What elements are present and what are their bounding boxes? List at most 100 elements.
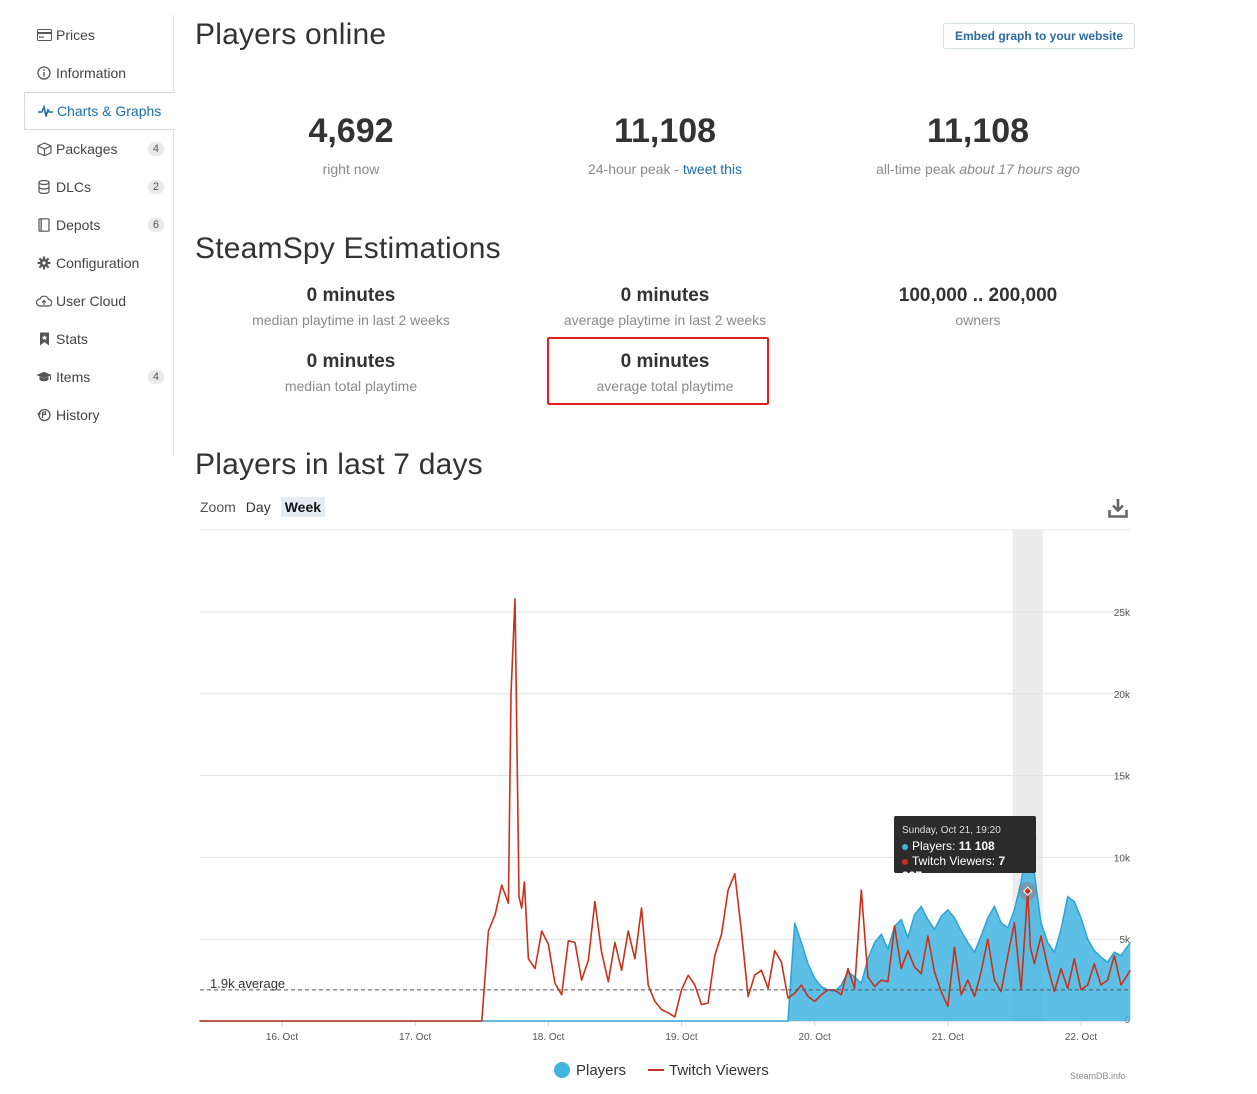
sidebar-item-depots[interactable]: Depots 6 — [24, 206, 174, 244]
pulse-chart-icon — [37, 103, 53, 119]
embed-graph-button[interactable]: Embed graph to your website — [943, 23, 1135, 49]
sidebar-item-label: Information — [56, 65, 127, 81]
y-tick-label: 10k — [1114, 853, 1131, 864]
estimation-value: 0 minutes — [306, 351, 396, 372]
estimation-value: 0 minutes — [620, 351, 710, 372]
legend-players[interactable]: Players — [553, 1061, 626, 1079]
players-legend-icon — [554, 1062, 570, 1078]
sidebar-item-label: User Cloud — [56, 293, 127, 309]
credit-card-icon — [36, 27, 52, 43]
box-icon — [36, 141, 52, 157]
x-tick-label: 20. Oct — [799, 1032, 831, 1043]
stat-right-now: 4,692 right now — [201, 112, 501, 177]
zoom-label: Zoom — [200, 499, 236, 515]
y-tick-label: 25k — [1114, 608, 1131, 619]
sidebar-item-configuration[interactable]: Configuration — [24, 244, 174, 282]
estimation-value: 0 minutes — [620, 285, 710, 306]
average-label: 1.9k average — [210, 976, 286, 991]
database-icon — [36, 179, 52, 195]
sidebar-nav: Prices Information Charts & Graphs Packa… — [24, 15, 175, 455]
cloud-upload-icon — [36, 293, 52, 309]
twitch-legend-icon — [648, 1069, 664, 1071]
sidebar-item-user-cloud[interactable]: User Cloud — [24, 282, 174, 320]
stat-label: 24-hour peak - tweet this — [515, 161, 815, 177]
stat-label-text: 24-hour peak - — [587, 161, 683, 177]
stat-value: 11,108 — [613, 112, 717, 150]
tooltip-twitch-label: Twitch Viewers: — [912, 854, 999, 868]
download-icon[interactable] — [1106, 496, 1130, 520]
sidebar-item-label: History — [56, 407, 100, 423]
sidebar-item-label: Items — [56, 369, 91, 385]
x-tick-label: 16. Oct — [266, 1032, 298, 1043]
twitch-dot-icon — [902, 858, 908, 865]
estimation-value: 100,000 .. 200,000 — [898, 285, 1058, 306]
zoom-week-button[interactable]: Week — [280, 497, 326, 517]
tooltip-players-label: Players: — [912, 839, 959, 853]
tweet-this-link[interactable]: tweet this — [682, 161, 743, 177]
sidebar-item-label: Charts & Graphs — [57, 103, 162, 119]
legend-twitch[interactable]: Twitch Viewers — [647, 1061, 769, 1079]
stat-label: right now — [322, 161, 380, 177]
sidebar-item-label: DLCs — [56, 179, 92, 195]
estimation-owners: 100,000 .. 200,000 owners — [828, 285, 1128, 328]
x-tick-label: 19. Oct — [665, 1032, 697, 1043]
graduation-cap-icon — [36, 369, 52, 385]
zoom-day-button[interactable]: Day — [245, 499, 271, 515]
stat-label-text: all-time peak — [876, 161, 960, 177]
estimation-label: average playtime in last 2 weeks — [563, 312, 767, 328]
y-tick-label: 15k — [1114, 772, 1131, 783]
history-icon — [36, 407, 52, 423]
stat-value: 4,692 — [308, 112, 394, 150]
page-title: Players online — [195, 18, 387, 51]
legend-label: Twitch Viewers — [669, 1061, 769, 1079]
stat-label: all-time peak about 17 hours ago — [828, 161, 1128, 177]
highlight-box — [547, 337, 769, 405]
sidebar-item-label: Packages — [56, 141, 118, 157]
players-line — [199, 839, 1131, 1022]
sidebar-item-charts-graphs[interactable]: Charts & Graphs — [24, 92, 175, 130]
zoom-controls: Zoom Day Week — [200, 497, 326, 517]
tooltip-date: Sunday, Oct 21, 19:20 — [902, 825, 1001, 836]
legend-label: Players — [576, 1061, 627, 1079]
sidebar-item-dlcs[interactable]: DLCs 2 — [24, 168, 174, 206]
tooltip-twitch-row: Twitch Viewers: 7 937 — [902, 854, 1028, 884]
count-badge: 4 — [147, 142, 164, 156]
x-tick-label: 18. Oct — [532, 1032, 564, 1043]
tooltip-players-value: 11 108 — [958, 839, 995, 853]
bookmark-icon — [36, 331, 52, 347]
sidebar-item-items[interactable]: Items 4 — [24, 358, 174, 396]
x-tick-label: 22. Oct — [1065, 1032, 1097, 1043]
twitch-hover-point — [1023, 886, 1033, 896]
sidebar-item-label: Stats — [56, 331, 88, 347]
gear-icon — [36, 255, 52, 271]
stat-value: 11,108 — [926, 112, 1030, 150]
sidebar-item-prices[interactable]: Prices — [24, 16, 174, 54]
estimation-label: median playtime in last 2 weeks — [252, 312, 450, 328]
sidebar-item-information[interactable]: Information — [24, 54, 174, 92]
estimation-median-2w: 0 minutes median playtime in last 2 week… — [201, 285, 501, 328]
x-tick-label: 17. Oct — [399, 1032, 431, 1043]
sidebar-item-packages[interactable]: Packages 4 — [24, 130, 174, 168]
twitch-line — [199, 598, 1131, 1022]
x-tick-label: 21. Oct — [932, 1032, 964, 1043]
sidebar-item-label: Depots — [56, 217, 101, 233]
estimation-average-2w: 0 minutes average playtime in last 2 wee… — [515, 285, 815, 328]
count-badge: 2 — [147, 180, 164, 194]
book-icon — [36, 217, 52, 233]
estimation-average-total: 0 minutes average total playtime — [515, 351, 815, 394]
sidebar-item-stats[interactable]: Stats — [24, 320, 174, 358]
y-tick-label: 5k — [1119, 935, 1131, 946]
sidebar-item-label: Configuration — [56, 255, 140, 271]
stat-all-time-peak: 11,108 all-time peak about 17 hours ago — [828, 112, 1128, 177]
estimation-median-total: 0 minutes median total playtime — [201, 351, 501, 394]
estimation-label: median total playtime — [284, 378, 418, 394]
sidebar-item-history[interactable]: History — [24, 396, 174, 434]
count-badge: 4 — [147, 370, 164, 384]
sidebar-item-label: Prices — [56, 27, 95, 43]
stat-label-time: about 17 hours ago — [959, 161, 1080, 177]
estimation-label: average total playtime — [596, 378, 734, 394]
info-circle-icon — [36, 65, 52, 81]
chart-section-title: Players in last 7 days — [195, 448, 483, 481]
y-tick-label: 20k — [1114, 690, 1131, 701]
